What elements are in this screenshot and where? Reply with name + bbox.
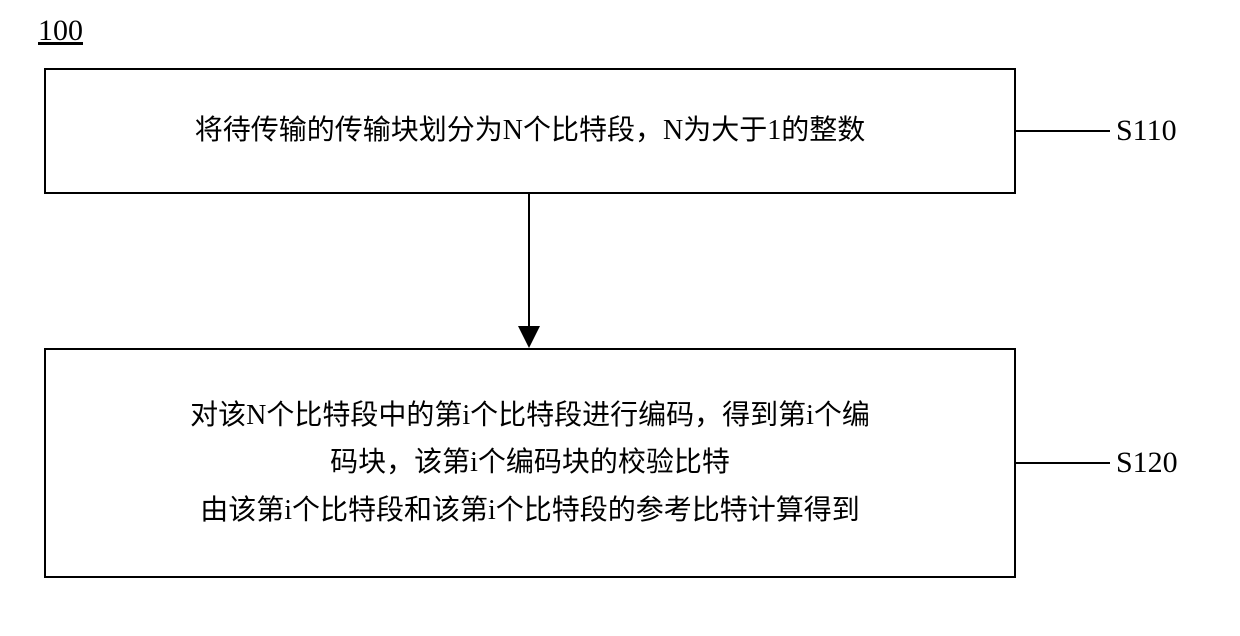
step-s120-line1: 对该N个比特段中的第i个比特段进行编码，得到第i个编 <box>190 392 870 440</box>
arrow-shaft <box>528 194 530 334</box>
step-s120-line3: 由该第i个比特段和该第i个比特段的参考比特计算得到 <box>190 487 870 535</box>
step-label-s110: S110 <box>1116 114 1177 148</box>
step-label-s120: S120 <box>1116 446 1178 480</box>
connector-s110 <box>1016 130 1110 132</box>
figure-id-label: 100 <box>38 14 83 48</box>
step-s120-line2: 码块，该第i个编码块的校验比特 <box>190 439 870 487</box>
flowchart-step-s110: 将待传输的传输块划分为N个比特段，N为大于1的整数 <box>44 68 1016 194</box>
arrow-head-down-icon <box>518 326 540 348</box>
step-s110-text: 将待传输的传输块划分为N个比特段，N为大于1的整数 <box>195 107 865 155</box>
flowchart-step-s120: 对该N个比特段中的第i个比特段进行编码，得到第i个编 码块，该第i个编码块的校验… <box>44 348 1016 578</box>
connector-s120 <box>1016 462 1110 464</box>
step-s120-text-wrapper: 对该N个比特段中的第i个比特段进行编码，得到第i个编 码块，该第i个编码块的校验… <box>190 392 870 535</box>
